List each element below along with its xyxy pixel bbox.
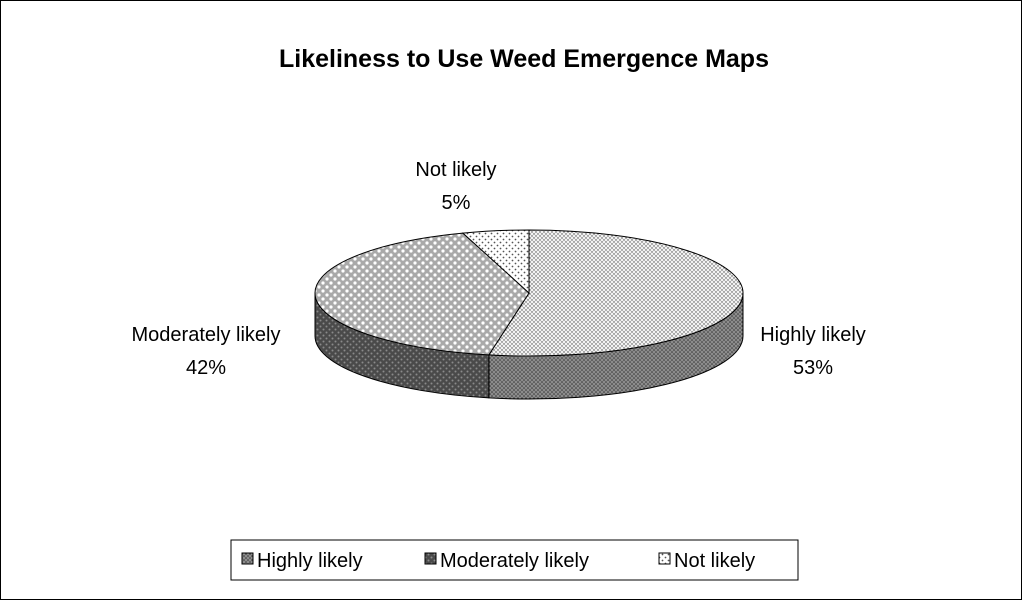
slice-value-highly-likely: 53% bbox=[793, 357, 833, 379]
pie-chart: Likeliness to Use Weed Emergence Maps Hi… bbox=[132, 45, 866, 581]
legend: Highly likely Moderately likely Not likely bbox=[230, 539, 799, 581]
slice-label-highly-likely: Highly likely bbox=[760, 324, 866, 346]
legend-box bbox=[230, 539, 799, 581]
pie-slice-not-likely[interactable] bbox=[461, 229, 530, 295]
pie-slice-highly-likely[interactable] bbox=[488, 229, 744, 357]
chart-title: Likeliness to Use Weed Emergence Maps bbox=[279, 45, 769, 73]
slice-label-not-likely: Not likely bbox=[415, 159, 496, 181]
legend-swatch-highly-likely bbox=[241, 552, 254, 565]
slice-value-not-likely: 5% bbox=[442, 192, 471, 214]
legend-label-highly-likely: Highly likely bbox=[257, 550, 363, 572]
slice-label-moderately-likely: Moderately likely bbox=[132, 324, 281, 346]
pie-slice-moderately-likely[interactable] bbox=[314, 232, 530, 356]
legend-label-not-likely: Not likely bbox=[674, 550, 755, 572]
legend-swatch-moderately-likely bbox=[424, 552, 437, 565]
slice-labels: Highly likely 53% Moderately likely 42% Not … bbox=[132, 159, 866, 379]
legend-label-moderately-likely: Moderately likely bbox=[440, 550, 589, 572]
slice-value-moderately-likely: 42% bbox=[186, 357, 226, 379]
legend-swatch-not-likely bbox=[658, 552, 671, 565]
pie-group bbox=[314, 229, 744, 400]
